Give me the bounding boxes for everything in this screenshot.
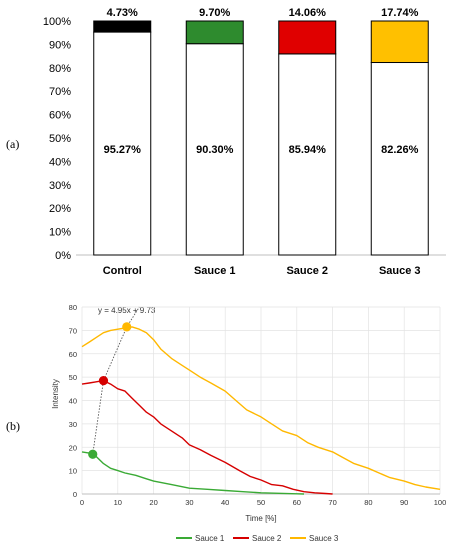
x-tick-label: 50 bbox=[257, 498, 265, 507]
y-tick-label: 100% bbox=[43, 16, 71, 28]
y-tick-label: 40% bbox=[49, 156, 71, 168]
bar-segment-top bbox=[278, 20, 337, 55]
peak-marker-sauce-1 bbox=[88, 449, 98, 459]
peak-marker-sauce-3 bbox=[122, 322, 132, 332]
series-line-sauce-2 bbox=[81, 379, 333, 495]
x-tick-label: 20 bbox=[149, 498, 157, 507]
y-tick-label: 50% bbox=[49, 133, 71, 145]
legend-entry: Sauce 3 bbox=[309, 534, 339, 543]
x-tick-label: 90 bbox=[400, 498, 408, 507]
x-tick-label: 10 bbox=[114, 498, 122, 507]
bar-segment-top bbox=[370, 20, 429, 64]
y-tick-label: 70 bbox=[69, 326, 77, 335]
y-tick-label: 10 bbox=[69, 467, 77, 476]
y-axis-label: Intensity bbox=[51, 379, 60, 409]
data-label-base: 90.30% bbox=[196, 144, 234, 156]
x-tick-label: 100 bbox=[434, 498, 447, 507]
data-label-base: 85.94% bbox=[289, 144, 327, 156]
bar-segment-base bbox=[93, 31, 152, 256]
data-label-base: 95.27% bbox=[104, 144, 142, 156]
y-tick-label: 20% bbox=[49, 203, 71, 215]
x-category-label: Sauce 3 bbox=[379, 265, 421, 277]
data-label-base: 82.26% bbox=[381, 144, 419, 156]
bar-segment-top bbox=[93, 20, 152, 33]
trendline-equation: y = 4.95x + 9.73 bbox=[98, 306, 156, 315]
y-tick-label: 80% bbox=[49, 63, 71, 75]
y-tick-label: 0% bbox=[55, 250, 71, 262]
y-tick-label: 60 bbox=[69, 350, 77, 359]
x-tick-label: 30 bbox=[185, 498, 193, 507]
panel-label-b: (b) bbox=[6, 419, 20, 433]
y-tick-label: 30 bbox=[69, 420, 77, 429]
trendline bbox=[92, 306, 140, 455]
peak-marker-sauce-2 bbox=[98, 376, 109, 386]
y-tick-label: 0 bbox=[73, 490, 77, 499]
series-line-sauce-1 bbox=[81, 451, 305, 495]
y-tick-label: 80 bbox=[69, 303, 77, 312]
bar-segment-base bbox=[185, 43, 244, 256]
x-axis-label: Time [%] bbox=[245, 514, 276, 523]
y-tick-label: 30% bbox=[49, 180, 71, 192]
legend-entry: Sauce 2 bbox=[252, 534, 282, 543]
x-tick-label: 70 bbox=[328, 498, 336, 507]
bar-segment-base bbox=[370, 62, 429, 256]
x-tick-label: 60 bbox=[293, 498, 301, 507]
y-tick-label: 40 bbox=[69, 397, 77, 406]
data-label-top: 14.06% bbox=[289, 7, 327, 19]
data-label-top: 9.70% bbox=[199, 7, 230, 19]
x-category-label: Sauce 2 bbox=[286, 265, 328, 277]
x-tick-label: 40 bbox=[221, 498, 229, 507]
data-label-top: 17.74% bbox=[381, 7, 419, 19]
line-chart: y = 4.95x + 9.73 Time [%] Intensity 0 10 2… bbox=[51, 303, 446, 543]
y-tick-label: 20 bbox=[69, 443, 77, 452]
x-tick-label: 0 bbox=[80, 498, 84, 507]
x-category-label: Sauce 1 bbox=[194, 265, 236, 277]
x-category-label: Control bbox=[103, 265, 142, 277]
y-tick-label: 90% bbox=[49, 39, 71, 51]
y-tick-label: 50 bbox=[69, 373, 77, 382]
panel-label-a: (a) bbox=[6, 137, 19, 151]
legend-entry: Sauce 1 bbox=[195, 534, 225, 543]
bar-segment-top bbox=[185, 20, 244, 45]
y-tick-label: 60% bbox=[49, 110, 71, 122]
data-label-top: 4.73% bbox=[107, 7, 138, 19]
stacked-bar-chart: 0% 10% 20% 30% 40% 50% 60% 70% 80% 90% 100% 95.27% 4… bbox=[43, 7, 446, 277]
x-tick-label: 80 bbox=[364, 498, 372, 507]
y-tick-label: 70% bbox=[49, 86, 71, 98]
y-tick-label: 10% bbox=[49, 227, 71, 239]
